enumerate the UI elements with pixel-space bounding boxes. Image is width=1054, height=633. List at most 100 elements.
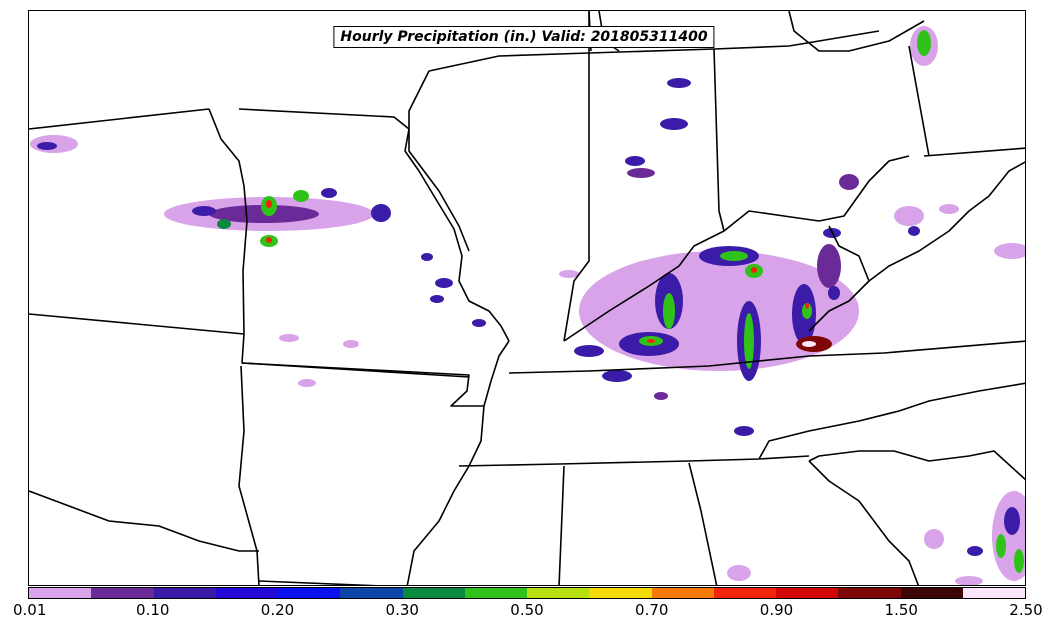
colorbar-swatch (153, 588, 216, 598)
precip-cell (421, 253, 433, 261)
colorbar-swatch (29, 588, 92, 598)
border-ms-al (558, 465, 565, 585)
precip-cell (720, 251, 748, 261)
precip-cell (894, 206, 924, 226)
map-title: Hourly Precipitation (in.) Valid: 201805… (333, 26, 715, 48)
precip-cell (667, 78, 691, 88)
precip-cell (663, 293, 675, 329)
precip-cell (293, 190, 309, 202)
colorbar-swatch (527, 588, 590, 598)
precip-cell (1014, 549, 1024, 573)
border-illinois-west (408, 70, 470, 252)
border-ohio-river (563, 155, 910, 342)
precip-cell (192, 206, 216, 216)
precip-cell (924, 529, 944, 549)
colorbar-tick-label: 0.01 (12, 601, 47, 619)
colorbar-swatch (91, 588, 154, 598)
colorbar-tick-label: 1.50 (884, 601, 918, 619)
border-kentucky-east (808, 225, 870, 332)
border-oklahoma-texas (29, 490, 259, 552)
colorbar-tick-label: 0.10 (136, 601, 170, 619)
colorbar-swatch (651, 588, 714, 598)
precip-cell (435, 278, 453, 288)
border-ga-sc (808, 460, 920, 585)
precip-cell (802, 341, 816, 347)
border-michigan-ohio (713, 30, 880, 50)
precip-cell (967, 546, 983, 556)
precip-cell (209, 205, 319, 223)
precip-cell (917, 30, 931, 56)
precip-cell (939, 204, 959, 214)
border-tn-nc (758, 382, 1025, 460)
border-al-ga (688, 462, 718, 585)
precip-cell (955, 576, 983, 585)
precip-cell (1004, 507, 1020, 535)
border-mississippi-river (406, 340, 510, 585)
precip-cell (744, 313, 754, 369)
precip-cell (734, 426, 754, 436)
precip-cell (751, 267, 757, 273)
precip-cell (802, 303, 812, 319)
state-boundaries (29, 11, 1025, 585)
border-missouri-west (208, 108, 248, 335)
precip-cell (627, 168, 655, 178)
colorbar-tick-label: 0.20 (260, 601, 295, 619)
precip-cell (343, 340, 359, 348)
precip-cell (727, 565, 751, 581)
precip-cell (37, 142, 57, 150)
precipitation-colorbar (28, 587, 1026, 599)
colorbar-tick-label: 0.90 (759, 601, 794, 619)
colorbar-swatch (838, 588, 901, 598)
precip-cell (602, 370, 632, 382)
colorbar-tick-label: 2.50 (1009, 601, 1043, 619)
border-tennessee-south (458, 455, 810, 467)
precip-cell (266, 237, 272, 243)
colorbar-swatch (589, 588, 652, 598)
border-pennsylvania-south (923, 147, 1025, 157)
precip-cell (908, 226, 920, 236)
border-nc-sc (808, 450, 1025, 481)
border-iowa-minnesota (29, 108, 210, 130)
precip-cell (559, 270, 579, 278)
precip-cell (828, 286, 840, 300)
precip-cell (217, 219, 231, 229)
precip-cell (996, 534, 1006, 558)
precip-cell (574, 345, 604, 357)
colorbar-tick-labels: 0.01 0.10 0.20 0.30 0.50 0.70 0.90 1.50 2.50 (13, 601, 1043, 625)
precip-cell (817, 244, 841, 288)
colorbar-swatch (340, 588, 403, 598)
border-ohio-pennsylvania (908, 45, 930, 157)
border-lake-erie (788, 11, 925, 52)
precip-cell (298, 379, 316, 387)
precip-cell (279, 334, 299, 342)
precip-cell (579, 251, 859, 371)
precip-cell (266, 200, 272, 208)
precip-cell (472, 319, 486, 327)
border-indiana-ohio (713, 48, 725, 232)
colorbar-swatch (962, 588, 1025, 598)
border-illinois-indiana (563, 11, 590, 342)
colorbar-swatch (464, 588, 527, 598)
border-missouri-south (241, 362, 484, 407)
border-kansas-oklahoma (241, 333, 470, 378)
precip-cell (321, 188, 337, 198)
colorbar-swatch (713, 588, 776, 598)
colorbar-tick-label: 0.30 (385, 601, 419, 619)
border-wv-va (868, 161, 1025, 282)
colorbar-tick-label: 0.70 (635, 601, 669, 619)
colorbar-swatch (215, 588, 278, 598)
precip-cell (805, 303, 809, 309)
colorbar-swatch (402, 588, 465, 598)
precip-cell (430, 295, 444, 303)
colorbar-tick-label: 0.50 (510, 601, 544, 619)
precip-cell (647, 339, 655, 343)
border-texas-south (258, 580, 378, 585)
colorbar-swatch (776, 588, 839, 598)
colorbar-swatch (278, 588, 341, 598)
precip-cell (660, 118, 688, 130)
precip-cell (839, 174, 859, 190)
precip-cell (654, 392, 668, 400)
precipitation-map: Hourly Precipitation (in.) Valid: 201805… (28, 10, 1026, 586)
colorbar-swatch (900, 588, 963, 598)
precip-cell (625, 156, 645, 166)
